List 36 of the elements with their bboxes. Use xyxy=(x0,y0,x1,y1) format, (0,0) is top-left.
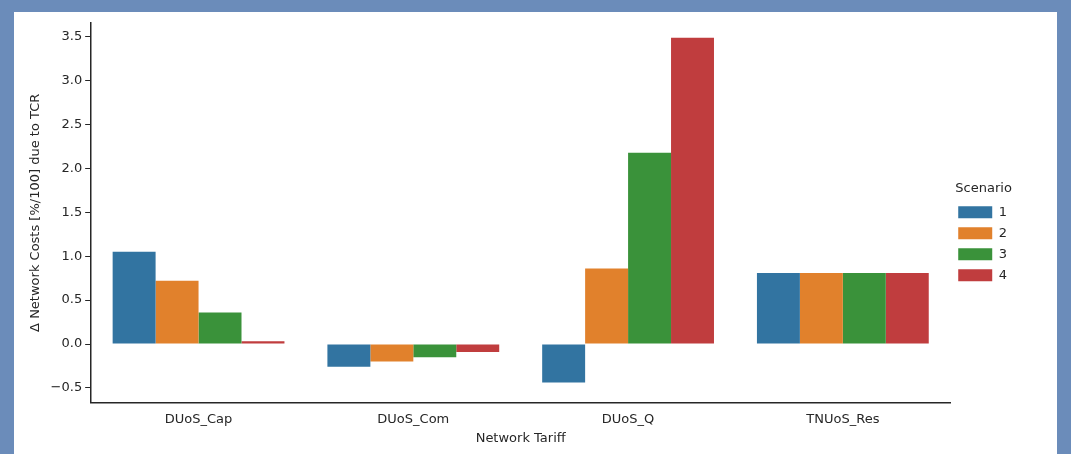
bar xyxy=(413,344,457,358)
bar xyxy=(542,344,586,383)
bar xyxy=(799,272,843,344)
bar xyxy=(628,152,672,344)
y-tick-label: 2.0 xyxy=(61,159,83,175)
y-tick-label: 0.0 xyxy=(61,335,83,351)
y-tick-label: −0.5 xyxy=(50,379,83,395)
legend-label: 4 xyxy=(998,266,1008,282)
bar xyxy=(756,272,800,344)
legend-label: 1 xyxy=(998,203,1008,219)
y-tick-label: 1.0 xyxy=(61,247,83,263)
x-tick-label: DUoS_Cap xyxy=(164,410,233,426)
y-tick-label: 3.0 xyxy=(61,72,83,88)
y-tick-label: 1.5 xyxy=(61,203,83,219)
y-tick-label: 0.5 xyxy=(61,291,83,307)
bar xyxy=(585,268,629,344)
bar xyxy=(842,272,886,344)
bar xyxy=(155,280,199,344)
bar xyxy=(112,251,156,344)
bar xyxy=(885,272,929,344)
bar xyxy=(241,341,285,344)
bar xyxy=(198,312,242,344)
x-tick-label: DUoS_Com xyxy=(377,410,450,426)
x-tick-label: TNUoS_Res xyxy=(805,410,880,426)
legend-title: Scenario xyxy=(955,180,1012,196)
y-tick-label: 3.5 xyxy=(61,28,83,44)
x-tick-label: DUoS_Q xyxy=(601,410,655,426)
y-tick-label: 2.5 xyxy=(61,115,83,131)
legend-label: 3 xyxy=(998,245,1008,261)
y-axis-title: Δ Network Costs [%/100] due to TCR xyxy=(27,93,43,332)
bar xyxy=(456,344,500,352)
legend-label: 2 xyxy=(998,224,1008,240)
x-axis-title: Network Tariff xyxy=(475,429,567,445)
bar xyxy=(327,344,371,367)
bar xyxy=(671,37,714,344)
bar xyxy=(370,344,414,362)
